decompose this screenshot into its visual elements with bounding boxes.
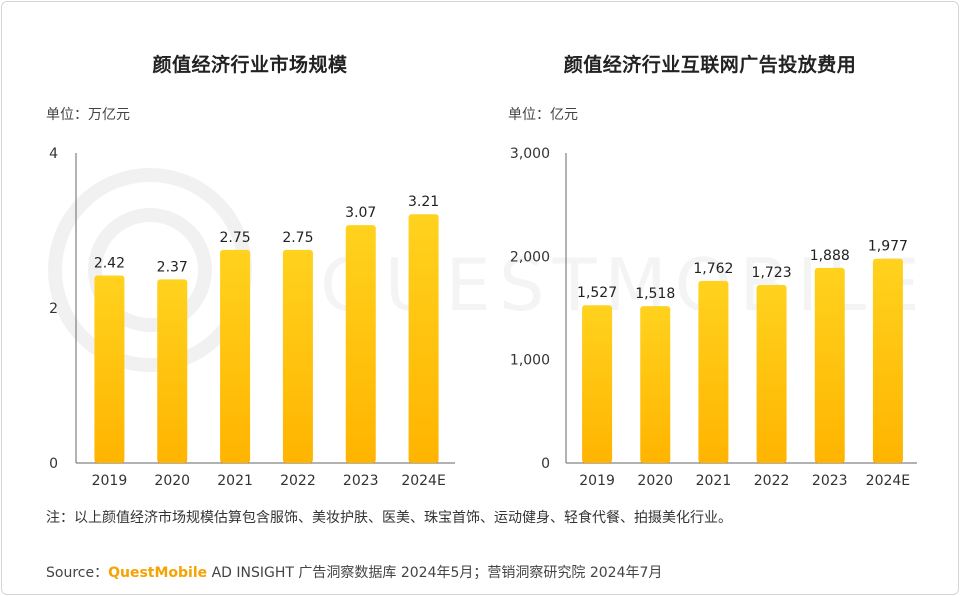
y-tick-label: 0 xyxy=(541,456,550,472)
bar-2019 xyxy=(94,275,125,463)
source-rest: AD INSIGHT 广告洞察数据库 2024年5月；营销洞察研究院 2024年… xyxy=(207,565,663,581)
bar-2023 xyxy=(345,225,376,463)
y-tick-label: 4 xyxy=(49,146,58,162)
chart-1-title: 颜值经济行业市场规模 xyxy=(152,54,348,76)
x-tick-label-2022: 2022 xyxy=(754,473,790,489)
x-tick-label-2020: 2020 xyxy=(637,473,673,489)
bar-2023 xyxy=(814,267,845,463)
bar-2020 xyxy=(157,279,188,463)
data-label-2023: 1,888 xyxy=(810,248,850,264)
data-label-2020: 2.37 xyxy=(157,259,188,275)
bar-2024E xyxy=(872,258,903,463)
y-tick-label: 2,000 xyxy=(510,249,550,265)
y-tick-label: 1,000 xyxy=(510,353,550,369)
source-prefix: Source： xyxy=(46,565,109,581)
bar-2024E xyxy=(408,214,439,463)
x-tick-label-2019: 2019 xyxy=(92,473,128,489)
data-label-2024E: 1,977 xyxy=(868,239,908,255)
data-label-2023: 3.07 xyxy=(345,205,376,221)
chart-2-title: 颜值经济行业互联网广告投放费用 xyxy=(563,54,857,76)
bar-2019 xyxy=(582,305,613,463)
data-label-2022: 1,723 xyxy=(752,265,792,281)
data-label-2021: 2.75 xyxy=(219,230,250,246)
data-label-2020: 1,518 xyxy=(635,286,675,302)
chart-1-market-size: 0 2 4 2.42 2019 2.37 2020 2.75 2021 2.75 2022 3.07 2… xyxy=(49,146,455,489)
x-tick-label-2021: 2021 xyxy=(217,473,253,489)
chart-2-ad-spend: 0 1,000 2,000 3,000 1,527 2019 1,518 2020 1,762 2… xyxy=(510,146,917,489)
data-label-2022: 2.75 xyxy=(282,230,313,246)
x-tick-label-2021: 2021 xyxy=(696,473,732,489)
x-tick-label-2024E: 2024E xyxy=(401,473,445,489)
x-tick-label-2023: 2023 xyxy=(812,473,848,489)
chart-2-unit-label: 单位：亿元 xyxy=(508,107,578,123)
footnote: 注：以上颜值经济市场规模估算包含服饰、美妆护肤、医美、珠宝首饰、运动健身、轻食代… xyxy=(46,510,732,526)
bar-2021 xyxy=(698,280,729,463)
data-label-2024E: 3.21 xyxy=(408,194,439,210)
x-tick-label-2020: 2020 xyxy=(154,473,190,489)
x-tick-label-2024E: 2024E xyxy=(866,473,910,489)
source-line: Source：QuestMobile AD INSIGHT 广告洞察数据库 20… xyxy=(46,562,662,582)
source-brand: QuestMobile xyxy=(108,565,208,581)
x-tick-label-2022: 2022 xyxy=(280,473,316,489)
y-tick-label: 0 xyxy=(49,456,58,472)
data-label-2021: 1,762 xyxy=(693,261,733,277)
chart-1-unit-label: 单位：万亿元 xyxy=(46,107,130,123)
bar-2022 xyxy=(282,249,313,463)
y-tick-label: 3,000 xyxy=(510,146,550,162)
data-label-2019: 1,527 xyxy=(577,285,617,301)
x-tick-label-2019: 2019 xyxy=(579,473,615,489)
bar-2020 xyxy=(640,306,671,463)
data-label-2019: 2.42 xyxy=(94,255,125,271)
y-tick-label: 2 xyxy=(49,301,58,317)
bar-2021 xyxy=(220,249,251,463)
bar-2022 xyxy=(756,284,787,463)
x-tick-label-2023: 2023 xyxy=(343,473,379,489)
